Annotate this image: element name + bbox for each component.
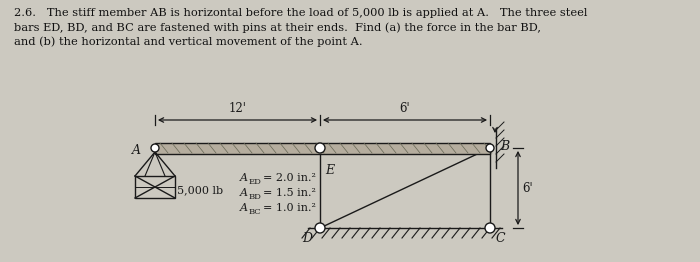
Text: and (b) the horizontal and vertical movement of the point A.: and (b) the horizontal and vertical move… xyxy=(14,36,363,47)
Circle shape xyxy=(151,144,159,152)
Text: ED: ED xyxy=(249,178,262,186)
Text: 12': 12' xyxy=(229,102,246,115)
Text: A: A xyxy=(240,173,248,183)
Text: 6': 6' xyxy=(522,182,533,194)
Text: A: A xyxy=(240,203,248,213)
Text: BC: BC xyxy=(249,208,262,216)
Text: = 2.0 in.²: = 2.0 in.² xyxy=(263,173,316,183)
Text: E: E xyxy=(325,164,334,177)
Text: BD: BD xyxy=(249,193,262,201)
Bar xyxy=(135,176,175,198)
Text: A: A xyxy=(132,144,141,156)
Text: D: D xyxy=(302,232,312,245)
Circle shape xyxy=(315,223,325,233)
Text: 6': 6' xyxy=(400,102,410,115)
Circle shape xyxy=(485,223,495,233)
Circle shape xyxy=(486,144,494,152)
Text: 2.6.   The stiff member AB is horizontal before the load of 5,000 lb is applied : 2.6. The stiff member AB is horizontal b… xyxy=(14,8,587,18)
Text: 5,000 lb: 5,000 lb xyxy=(177,185,223,195)
Text: B: B xyxy=(500,139,509,152)
Circle shape xyxy=(315,143,325,153)
Text: = 1.5 in.²: = 1.5 in.² xyxy=(263,188,316,198)
Text: bars ED, BD, and BC are fastened with pins at their ends.  Find (a) the force in: bars ED, BD, and BC are fastened with pi… xyxy=(14,22,541,32)
Text: = 1.0 in.²: = 1.0 in.² xyxy=(263,203,316,213)
Bar xyxy=(155,143,490,154)
Text: A: A xyxy=(240,188,248,198)
Text: C: C xyxy=(496,232,505,245)
